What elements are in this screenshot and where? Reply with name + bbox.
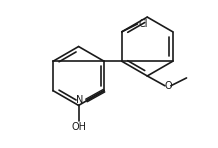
Text: O: O	[165, 81, 173, 91]
Text: OH: OH	[71, 122, 86, 132]
Text: Cl: Cl	[138, 19, 148, 29]
Text: N: N	[76, 95, 83, 106]
